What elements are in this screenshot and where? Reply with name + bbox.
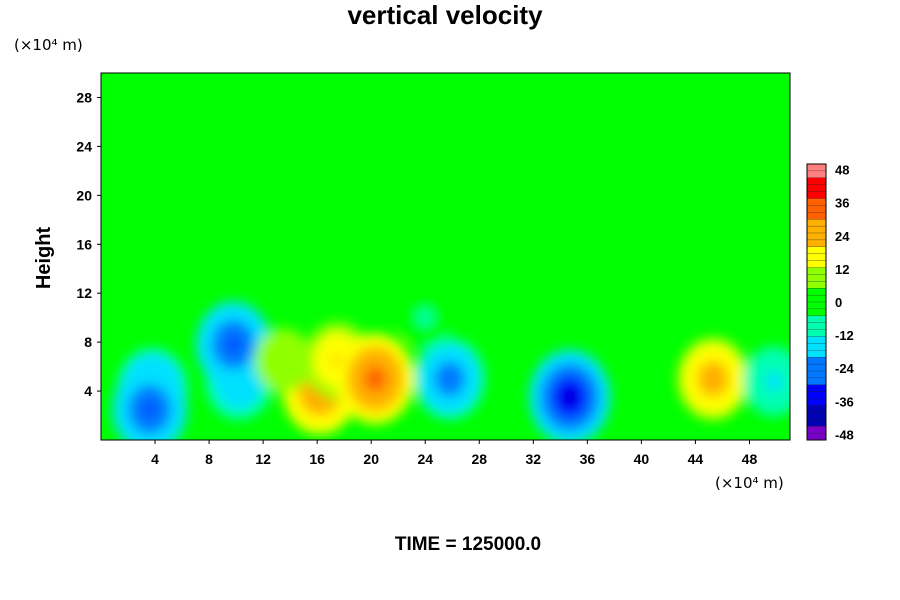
colorbar-tick-label: 36 (835, 196, 849, 211)
colorbar-segment (806, 377, 827, 386)
y-axis-label: Height (33, 227, 55, 290)
colorbar-segment (806, 198, 827, 206)
x-tick-label: 16 (309, 451, 325, 467)
colorbar-segment (806, 205, 827, 213)
velocity-cell-10 (676, 336, 750, 421)
contour-level (563, 390, 576, 404)
y-tick-label: 4 (84, 383, 92, 399)
colorbar-segment (806, 329, 827, 337)
velocity-cell-11 (742, 346, 790, 417)
velocity-cell-13 (398, 288, 452, 348)
colorbar: 48 36 24 12 0 -12 -24 -36 -48 (806, 163, 855, 443)
y-tick-label: 24 (76, 138, 92, 154)
time-label: TIME = 125000.0 (395, 534, 541, 555)
velocity-cell-9 (529, 349, 611, 440)
y-tick-label: 12 (76, 285, 92, 301)
y-tick-label: 16 (76, 236, 92, 252)
colorbar-segment (806, 301, 827, 310)
contour-level (707, 372, 719, 385)
contour-level (444, 373, 455, 385)
colorbar-segment (806, 370, 827, 379)
y-axis: 4 8 12 16 20 24 28 (76, 89, 101, 399)
chart-title: vertical velocity (347, 0, 543, 30)
colorbar-segment (806, 343, 827, 351)
y-tick-label: 28 (76, 89, 92, 105)
colorbar-segment (806, 225, 827, 234)
colorbar-tick-label: 24 (835, 229, 850, 244)
x-tick-label: 24 (417, 451, 433, 467)
colorbar-segment (806, 232, 827, 241)
colorbar-segment (806, 212, 827, 220)
x-tick-label: 12 (255, 451, 271, 467)
colorbar-tick-label: -12 (835, 328, 854, 343)
contour-level (421, 313, 430, 322)
colorbar-segment (806, 288, 827, 296)
x-tick-label: 40 (634, 451, 650, 467)
contour-level (144, 403, 155, 416)
plot-area (101, 73, 790, 440)
y-unit-label: (×10⁴ m) (14, 36, 83, 54)
colorbar-segment (806, 315, 827, 324)
colorbar-segment (806, 239, 827, 248)
x-tick-label: 48 (742, 451, 758, 467)
contour-level (769, 376, 779, 387)
colorbar-segment (806, 322, 827, 331)
colorbar-segment (806, 336, 827, 344)
x-axis: 4 8 12 16 20 24 28 32 36 40 44 48 (151, 440, 757, 467)
colorbar-segment (806, 267, 827, 275)
y-tick-label: 8 (84, 334, 92, 350)
colorbar-segment (806, 412, 827, 420)
colorbar-segment (806, 219, 827, 227)
colorbar-frame (806, 163, 827, 441)
colorbar-segment (806, 363, 827, 372)
velocity-cell-4 (196, 301, 271, 388)
colorbar-tick-label: -48 (835, 428, 854, 443)
colorbar-segment (806, 191, 827, 199)
colorbar-tick-label: -24 (835, 361, 855, 376)
colorbar-segment (806, 260, 827, 268)
colorbar-segment (806, 184, 827, 193)
y-tick-label: 20 (76, 187, 92, 203)
colorbar-tick-label: 12 (835, 262, 849, 277)
colorbar-segment (806, 163, 827, 172)
x-unit-label: (×10⁴ m) (715, 474, 784, 492)
velocity-cell-2 (112, 366, 187, 440)
colorbar-segment (806, 426, 827, 434)
colorbar-segment (806, 398, 827, 406)
x-tick-label: 20 (363, 451, 379, 467)
colorbar-tick-label: -36 (835, 394, 854, 409)
plot-frame (100, 72, 791, 441)
velocity-cell-7 (336, 333, 415, 425)
colorbar-segment (806, 357, 827, 365)
contour-field (112, 288, 790, 440)
x-tick-label: 4 (151, 451, 159, 467)
colorbar-segment (806, 246, 827, 255)
contour-level (279, 355, 288, 366)
colorbar-segment (806, 405, 827, 413)
x-tick-label: 44 (688, 451, 704, 467)
colorbar-segment (806, 391, 827, 400)
x-tick-label: 36 (580, 451, 596, 467)
x-tick-label: 32 (526, 451, 542, 467)
colorbar-segment (806, 350, 827, 358)
colorbar-segment (806, 274, 827, 282)
velocity-cell-12 (254, 328, 312, 393)
colorbar-segment (806, 308, 827, 317)
contour-level (228, 338, 239, 351)
colorbar-segment (806, 177, 827, 186)
colorbar-segment (806, 294, 827, 303)
colorbar-tick-label: 0 (835, 295, 842, 310)
colorbar-segment (806, 170, 827, 179)
colorbar-segment (806, 432, 827, 441)
velocity-cell-8 (413, 337, 486, 420)
colorbar-tick-label: 48 (835, 163, 849, 178)
colorbar-segment (806, 253, 827, 262)
colorbar-segment (806, 281, 827, 289)
contour-level (369, 372, 381, 386)
colorbar-segment (806, 419, 827, 427)
colorbar-segment (806, 384, 827, 393)
x-tick-label: 28 (471, 451, 487, 467)
x-tick-label: 8 (205, 451, 213, 467)
